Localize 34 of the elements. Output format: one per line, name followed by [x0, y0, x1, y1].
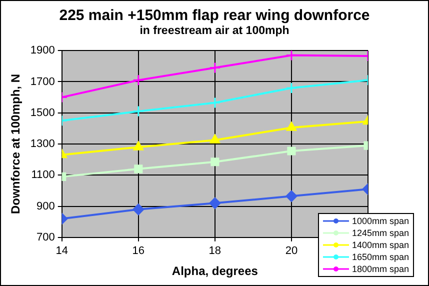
y-tick-label: 1500 — [30, 106, 55, 119]
legend-label: 1650mm span — [352, 252, 409, 262]
legend-label: 1000mm span — [352, 216, 409, 226]
point — [287, 146, 296, 156]
point — [210, 158, 220, 166]
x-tick-label: 18 — [208, 245, 222, 258]
chart-subtitle: in freestream air at 100mph — [138, 25, 290, 37]
legend-label: 1800mm span — [352, 264, 409, 274]
point — [133, 141, 144, 150]
y-axis-title: Downforce at 100mph, N — [8, 74, 23, 214]
x-tick-label: 20 — [285, 245, 298, 258]
y-tick-label: 1300 — [30, 138, 55, 150]
point — [134, 164, 143, 174]
legend-label: 1400mm span — [352, 240, 409, 250]
y-tick-label: 700 — [36, 231, 55, 244]
point — [286, 190, 298, 202]
x-axis-title: Alpha, degrees — [172, 264, 258, 278]
y-tick-label: 1700 — [30, 76, 55, 88]
point — [132, 74, 144, 86]
point — [209, 62, 221, 74]
point — [210, 134, 220, 144]
y-tick-label: 1900 — [30, 44, 55, 57]
chart-title: 225 main +150mm flap rear wing downforce — [58, 7, 371, 24]
x-tick-label: 16 — [132, 245, 145, 258]
y-tick-label: 1100 — [31, 169, 55, 182]
point — [286, 122, 297, 131]
point — [209, 197, 221, 209]
point — [209, 97, 221, 108]
x-tick-label: 14 — [56, 245, 68, 258]
y-tick-label: 900 — [36, 200, 55, 212]
point — [132, 106, 144, 118]
legend-label: 1245mm span — [352, 228, 409, 238]
point — [286, 82, 298, 94]
point — [132, 204, 144, 216]
